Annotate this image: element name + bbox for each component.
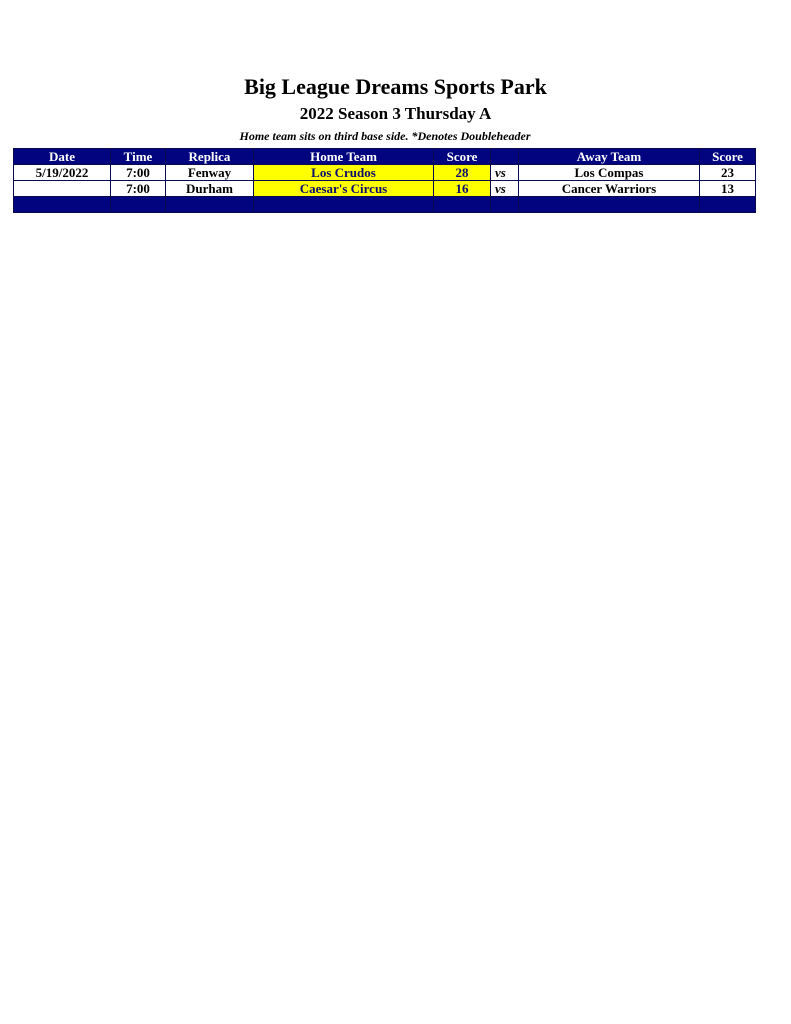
schedule-table: Date Time Replica Home Team Score Away T… xyxy=(13,148,756,213)
header-away-team: Away Team xyxy=(518,148,700,165)
note: Home team sits on third base side. *Deno… xyxy=(239,129,531,143)
header-replica: Replica xyxy=(165,148,254,165)
home-team: Los Crudos xyxy=(253,164,434,181)
vs: vs xyxy=(490,164,519,181)
header-home-score: Score xyxy=(433,148,491,165)
time: 7:00 xyxy=(110,164,166,181)
header-time: Time xyxy=(110,148,166,165)
date xyxy=(13,180,111,197)
table-row: 7:00 Durham Caesar's Circus 16 vs Cancer… xyxy=(13,180,756,197)
page-subtitle: 2022 Season 3 Thursday A xyxy=(299,104,492,123)
away-score: 23 xyxy=(699,164,756,181)
header-date: Date xyxy=(13,148,111,165)
away-team: Los Compas xyxy=(518,164,700,181)
header-home-team: Home Team xyxy=(253,148,434,165)
home-score: 16 xyxy=(433,180,491,197)
header-away-score: Score xyxy=(699,148,756,165)
home-score: 28 xyxy=(433,164,491,181)
replica: Fenway xyxy=(165,164,254,181)
footer-row xyxy=(13,196,756,213)
home-team: Caesar's Circus xyxy=(253,180,434,197)
page-title: Big League Dreams Sports Park xyxy=(244,74,547,99)
header-row: Date Time Replica Home Team Score Away T… xyxy=(13,148,756,165)
replica: Durham xyxy=(165,180,254,197)
header-vs xyxy=(490,148,519,165)
away-team: Cancer Warriors xyxy=(518,180,700,197)
away-score: 13 xyxy=(699,180,756,197)
date: 5/19/2022 xyxy=(13,164,111,181)
time: 7:00 xyxy=(110,180,166,197)
table-row: 5/19/2022 7:00 Fenway Los Crudos 28 vs L… xyxy=(13,164,756,181)
vs: vs xyxy=(490,180,519,197)
